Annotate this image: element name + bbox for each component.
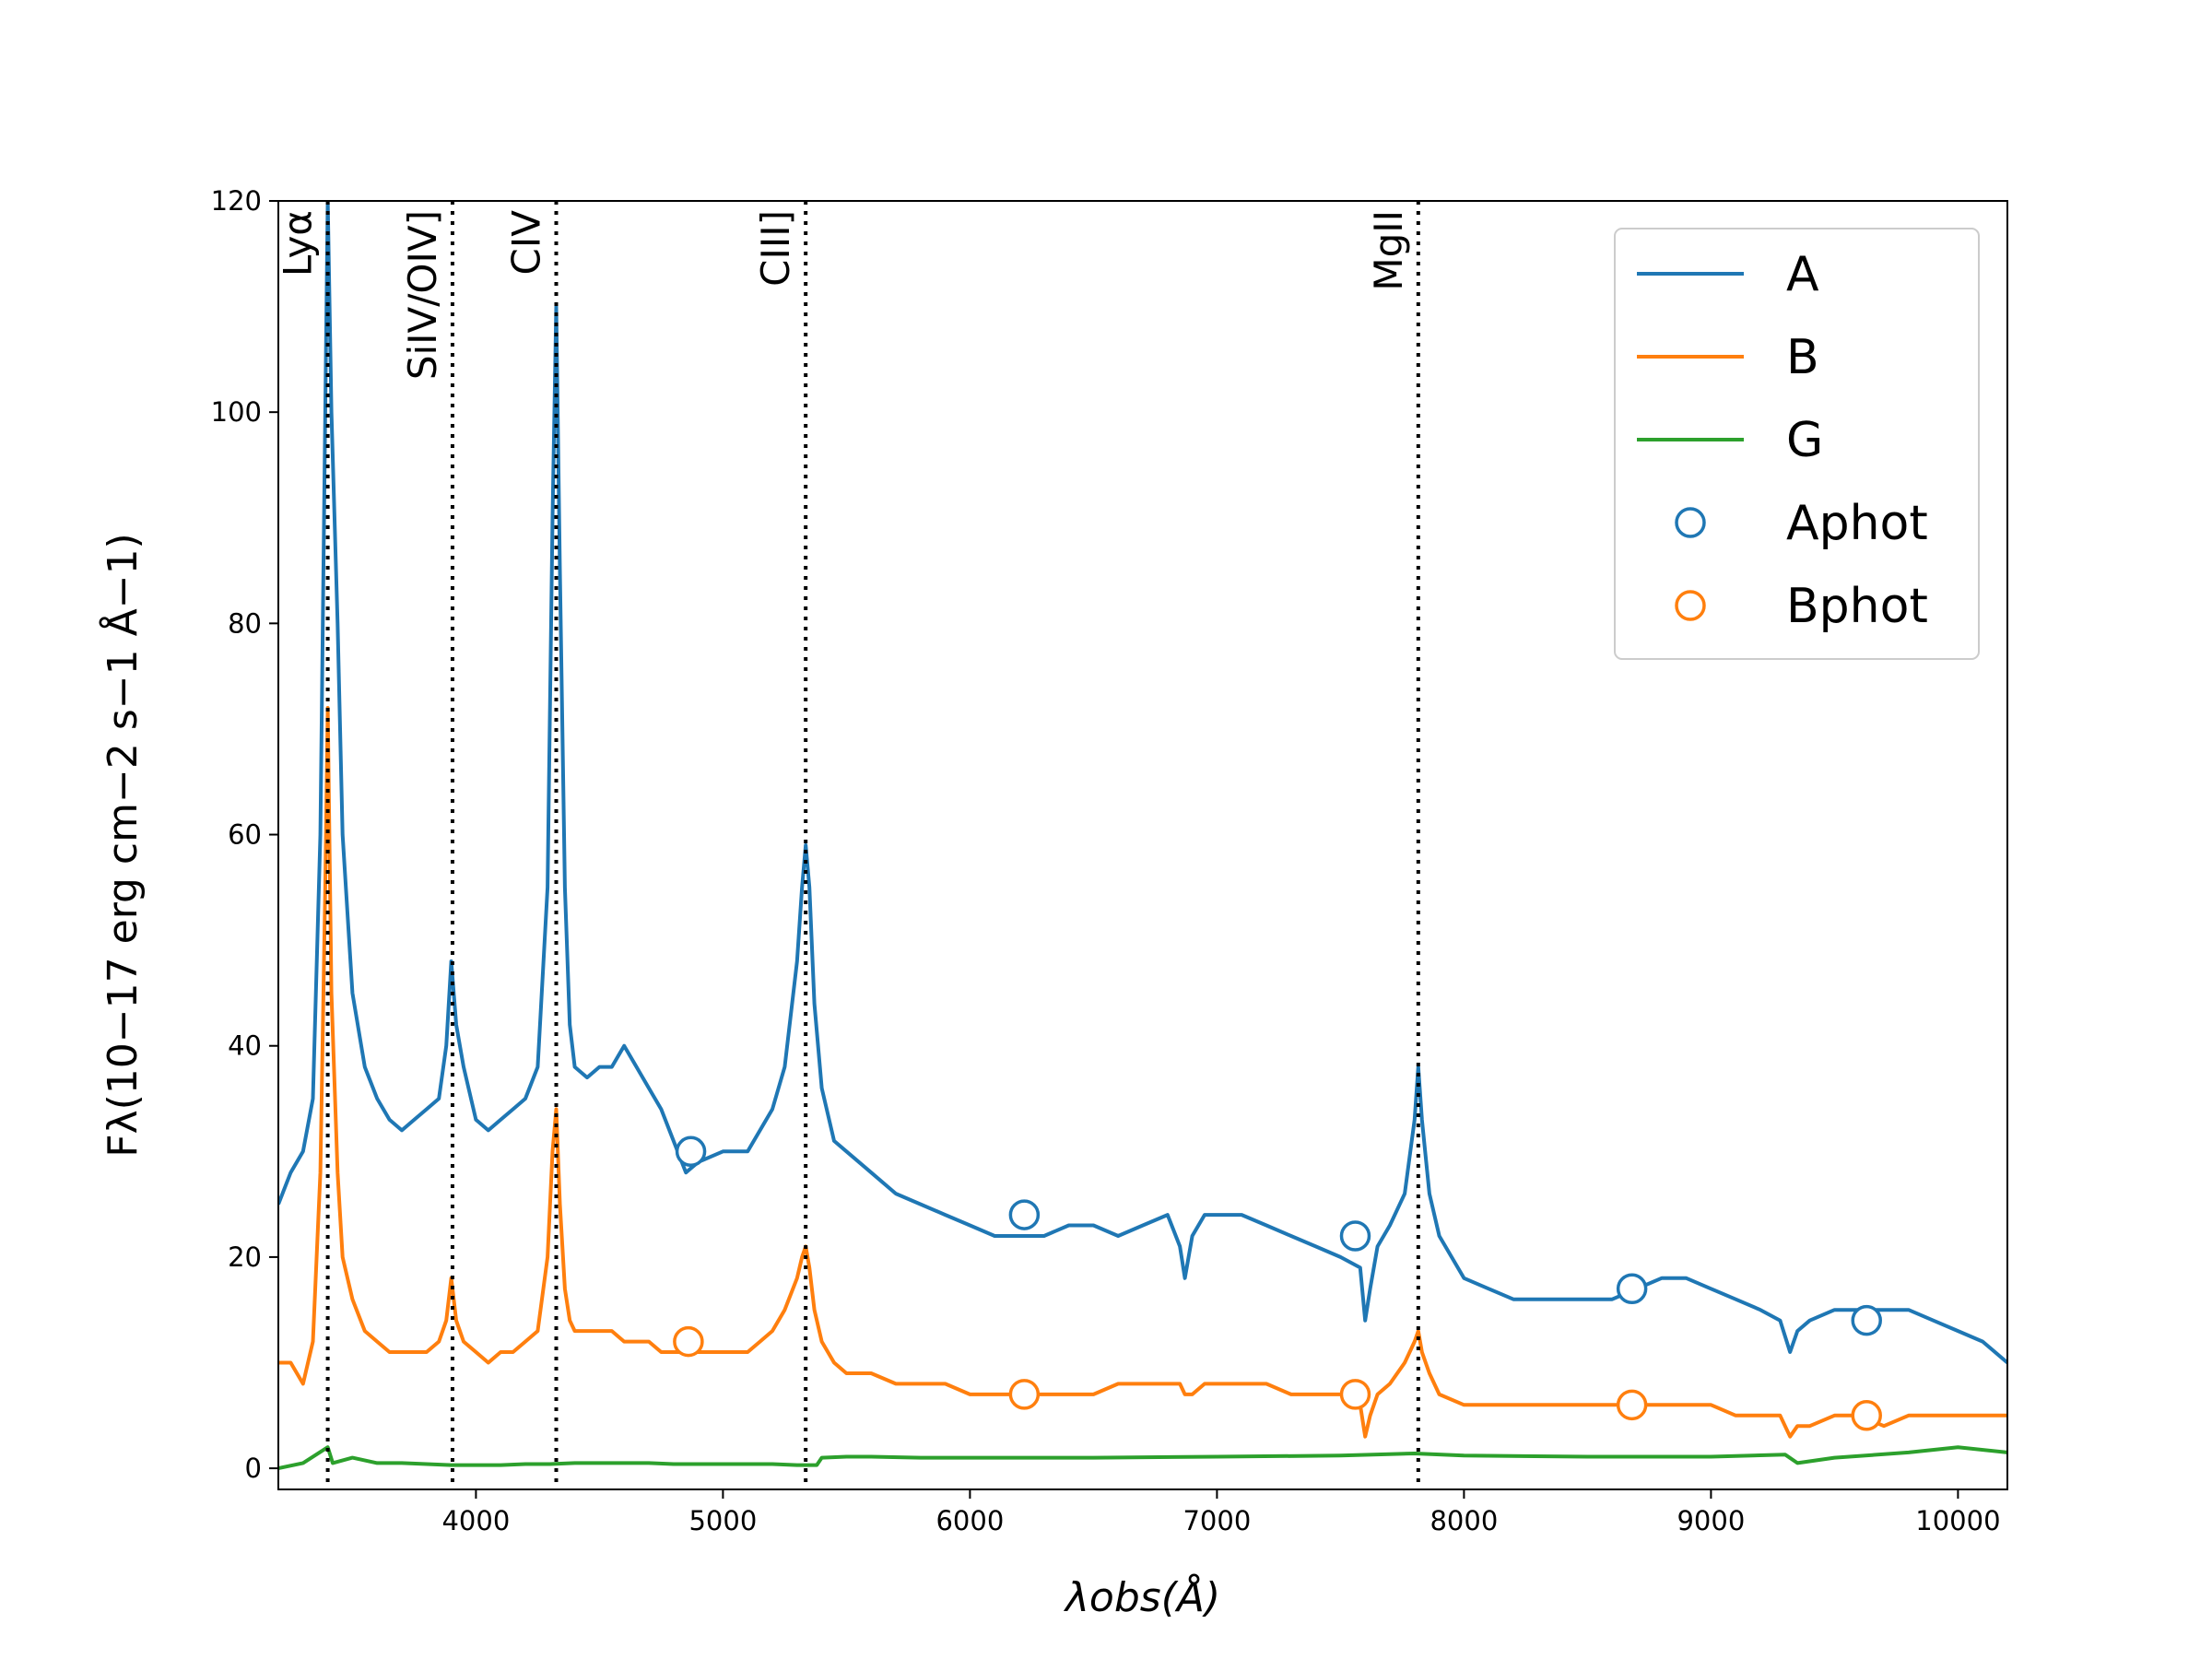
photometry-marker-layer: [673, 1135, 1882, 1431]
emission-line-label: SiIV/OIV]: [400, 210, 445, 380]
emission-line-label: MgII: [1366, 210, 1411, 291]
emission-line-label: Lyα: [276, 210, 321, 276]
y-tick-label: 60: [228, 819, 262, 851]
legend-marker-bphot: [1675, 590, 1706, 621]
x-tick-label: 7000: [1182, 1505, 1251, 1536]
x-tick-label: 8000: [1430, 1505, 1498, 1536]
x-tick-label: 4000: [441, 1505, 510, 1536]
y-tick-label: 120: [211, 185, 262, 217]
photometry-point-aphot: [1851, 1304, 1882, 1336]
x-axis-ticks: 4000 5000 6000 7000 8000 9000 10000: [441, 1489, 2001, 1536]
legend-label: B: [1786, 330, 1819, 385]
photometry-point-aphot: [1008, 1199, 1041, 1230]
y-axis-label: Fλ(10−17 erg cm−2 s−1 Å−1): [98, 533, 147, 1157]
y-axis-ticks: 0 20 40 60 80 100 120: [211, 185, 278, 1484]
y-tick-label: 80: [228, 607, 262, 639]
x-tick-label: 9000: [1677, 1505, 1745, 1536]
emission-line-layer: Lyα SiIV/OIV] CIV CIII] MgII: [276, 201, 1420, 1489]
x-tick-label: 6000: [935, 1505, 1004, 1536]
series-b-line: [278, 706, 2007, 1439]
photometry-point-aphot: [1339, 1220, 1371, 1252]
photometry-point-bphot: [1008, 1379, 1041, 1410]
y-tick-label: 100: [211, 396, 262, 428]
plot-frame: [277, 200, 2008, 1490]
photometry-point-aphot: [1616, 1273, 1648, 1305]
y-tick-label: 40: [228, 1030, 262, 1062]
legend-label: G: [1786, 413, 1823, 468]
legend: ABG Aphot Bphot: [1614, 228, 1980, 660]
legend-marker-aphot: [1675, 507, 1706, 538]
x-axis-label: λobs(Å): [1064, 1572, 1220, 1621]
series-g-line: [278, 1445, 2007, 1471]
x-tick-label: 5000: [688, 1505, 757, 1536]
photometry-point-bphot: [1339, 1379, 1371, 1410]
legend-box: [1614, 228, 1980, 660]
legend-label: Aphot: [1786, 496, 1928, 551]
photometry-point-bphot: [1616, 1389, 1648, 1421]
y-tick-label: 20: [228, 1241, 262, 1273]
y-tick-label: 0: [245, 1453, 262, 1484]
emission-line-label: CIII]: [753, 210, 798, 287]
emission-line-label: CIV: [504, 210, 549, 276]
x-tick-label: 10000: [1915, 1505, 2000, 1536]
photometry-point-aphot: [675, 1135, 707, 1168]
photometry-point-bphot: [1851, 1400, 1882, 1431]
photometry-point-bphot: [673, 1325, 704, 1358]
legend-label: Bphot: [1786, 579, 1928, 634]
legend-label: A: [1786, 247, 1819, 302]
